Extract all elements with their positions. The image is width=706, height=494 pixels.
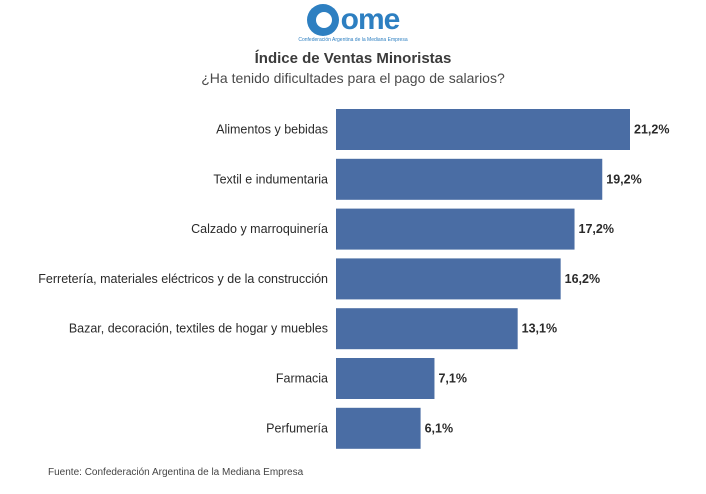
category-label-0: Alimentos y bebidas — [216, 123, 328, 137]
chart-title: Índice de Ventas Minoristas — [254, 50, 452, 67]
value-label-2: 17,2% — [579, 222, 614, 236]
value-label-0: 21,2% — [634, 123, 669, 137]
logo-mark: ome — [306, 3, 401, 36]
category-label-3: Ferretería, materiales eléctricos y de l… — [38, 272, 328, 286]
bar-1 — [336, 158, 603, 200]
category-label-5: Farmacia — [276, 372, 328, 386]
value-label-3: 16,2% — [565, 272, 600, 286]
bar-6 — [336, 407, 421, 449]
category-label-4: Bazar, decoración, textiles de hogar y m… — [69, 322, 328, 336]
source-note: Fuente: Confederación Argentina de la Me… — [48, 467, 304, 478]
value-label-4: 13,1% — [522, 322, 557, 336]
logo-word: ome — [340, 3, 401, 36]
bar-3 — [336, 258, 561, 300]
category-label-1: Textil e indumentaria — [213, 172, 328, 186]
category-label-6: Perfumería — [266, 421, 328, 435]
came-logo: ome Confederación Argentina de la Median… — [0, 3, 706, 44]
bar-4 — [336, 308, 518, 350]
value-label-1: 19,2% — [606, 172, 641, 186]
category-label-2: Calzado y marroquinería — [191, 222, 328, 236]
value-label-6: 6,1% — [425, 421, 454, 435]
value-label-5: 7,1% — [438, 372, 467, 386]
logo-tagline: Confederación Argentina de la Mediana Em… — [298, 37, 408, 43]
chart-subtitle: ¿Ha tenido dificultades para el pago de … — [201, 70, 505, 86]
bar-5 — [336, 358, 435, 399]
bar-2 — [336, 208, 575, 250]
logo-c-icon — [306, 4, 339, 36]
bar-0 — [336, 109, 630, 150]
